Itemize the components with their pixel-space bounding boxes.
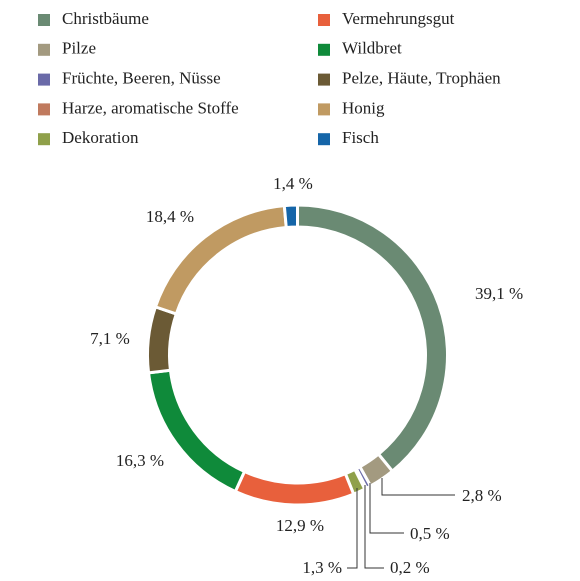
data-label: 39,1 % <box>475 284 523 303</box>
data-label: 1,4 % <box>273 174 313 193</box>
donut-segment <box>233 469 356 507</box>
data-label: 18,4 % <box>146 207 194 226</box>
legend-label: Harze, aromatische Stoffe <box>62 98 239 117</box>
data-label: 12,9 % <box>276 516 324 535</box>
legend-swatch <box>38 73 50 86</box>
legend-swatch <box>318 43 330 56</box>
legend-swatch <box>38 43 50 56</box>
donut-segment <box>146 304 179 375</box>
legend-swatch <box>318 14 330 26</box>
data-label: 1,3 % <box>302 558 342 577</box>
data-label: 7,1 % <box>90 329 130 348</box>
legend-swatch <box>318 103 330 116</box>
data-label: 0,5 % <box>410 524 450 543</box>
legend-label: Dekoration <box>62 128 139 147</box>
legend-label: Wildbret <box>342 39 402 58</box>
legend-label: Vermehrungsgut <box>342 9 455 28</box>
data-label: 16,3 % <box>116 451 164 470</box>
legend-swatch <box>38 103 50 116</box>
leader-line <box>364 485 384 569</box>
legend-swatch <box>38 14 50 26</box>
legend-label: Pelze, Häute, Trophäen <box>342 69 501 88</box>
leader-line <box>369 483 404 534</box>
legend-swatch <box>318 133 330 146</box>
donut-segment <box>296 203 449 474</box>
donut-segment <box>146 368 247 494</box>
leader-line <box>347 488 358 569</box>
legend-label: Pilze <box>62 39 96 58</box>
data-label: 2,8 % <box>462 486 502 505</box>
donut-segment <box>282 203 299 230</box>
legend-label: Fisch <box>342 128 379 147</box>
data-label: 0,2 % <box>390 558 430 577</box>
leader-line <box>381 478 455 496</box>
legend-swatch <box>38 133 50 146</box>
legend-swatch <box>318 73 330 86</box>
legend-label: Honig <box>342 98 385 117</box>
legend-label: Früchte, Beeren, Nüsse <box>62 69 221 88</box>
legend-label: Christbäume <box>62 9 149 28</box>
